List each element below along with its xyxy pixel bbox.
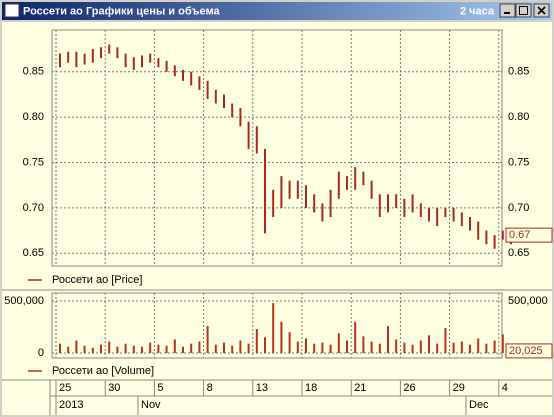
- y-tick-label: 0.80: [23, 111, 44, 123]
- y-tick-label-right: 0.70: [508, 202, 529, 214]
- app-icon: [4, 3, 20, 18]
- y-tick-label: 0.65: [23, 247, 44, 259]
- volume-bar: [337, 333, 340, 354]
- x-tick-label: 21: [354, 382, 366, 394]
- volume-bar: [436, 343, 439, 354]
- volume-bar: [157, 344, 160, 354]
- volume-bar: [370, 341, 373, 354]
- x-tick-label: 4: [502, 382, 508, 394]
- volume-bar: [493, 340, 496, 354]
- x-tick-label: 25: [59, 382, 71, 394]
- volume-bar: [387, 325, 389, 354]
- volume-bar: [288, 332, 291, 354]
- volume-bar: [239, 340, 242, 354]
- volume-bar: [411, 344, 414, 354]
- volume-bar: [100, 344, 102, 354]
- x-tick-label: 5: [157, 382, 163, 394]
- volume-bar: [108, 341, 111, 354]
- volume-bar: [354, 321, 357, 354]
- volume-bar: [313, 343, 316, 354]
- x-tick-label: 26: [403, 382, 415, 394]
- volume-plot: [51, 292, 503, 359]
- volume-bar: [346, 340, 348, 354]
- volume-bar: [321, 342, 324, 354]
- volume-bar: [206, 325, 209, 354]
- volume-bar: [91, 347, 94, 354]
- volume-bar: [83, 345, 86, 354]
- last-value-box: [505, 343, 553, 359]
- volume-bar: [460, 341, 463, 354]
- minimize-button[interactable]: [499, 3, 516, 18]
- y-tick-label: 0.85: [23, 66, 44, 78]
- volume-bar: [378, 343, 381, 354]
- legend-label: Россети ао [Price]: [52, 274, 142, 286]
- volume-bar: [149, 342, 152, 354]
- window-title: Россети ао Графики цены и объема: [23, 5, 220, 17]
- volume-bar: [223, 342, 225, 354]
- volume-bar: [255, 329, 258, 354]
- volume-bar: [477, 338, 480, 354]
- month-label: Dec: [469, 399, 489, 411]
- y-tick-label-right: 0.65: [508, 247, 529, 259]
- volume-bar: [395, 339, 398, 354]
- last-value-box: [505, 227, 553, 243]
- y-tick-label-right: 0.75: [508, 156, 529, 168]
- volume-bar: [403, 342, 406, 354]
- volume-bar: [124, 343, 127, 354]
- volume-bar: [296, 341, 299, 354]
- title-bar: [2, 2, 552, 20]
- month-label: Nov: [141, 399, 161, 411]
- price-plot: [51, 29, 503, 267]
- x-tick-label: 13: [256, 382, 268, 394]
- last-value-label: 0.67: [509, 229, 530, 241]
- volume-bar: [165, 345, 168, 354]
- interval[interactable]: 2 часа: [460, 5, 495, 17]
- volume-bar: [173, 339, 176, 354]
- x-tick-label: 18: [305, 382, 317, 394]
- volume-bar: [305, 338, 307, 354]
- volume-bar: [247, 343, 250, 354]
- y-tick-label-right: 500,000: [508, 295, 548, 307]
- volume-bar: [214, 344, 217, 354]
- volume-bar: [272, 303, 275, 354]
- volume-bar: [67, 346, 70, 354]
- volume-bar: [452, 342, 455, 354]
- y-tick-label: 0: [38, 347, 44, 359]
- y-tick-label: 500,000: [4, 295, 44, 307]
- volume-bar: [198, 341, 201, 354]
- x-tick-label: 30: [108, 382, 120, 394]
- volume-bar: [231, 345, 234, 354]
- legend-label: Россети ао [Volume]: [52, 365, 154, 377]
- volume-bar: [428, 335, 430, 354]
- maximize-button[interactable]: [515, 3, 532, 18]
- y-tick-label-right: 0.85: [508, 66, 529, 78]
- volume-bar: [501, 334, 504, 354]
- volume-bar: [141, 346, 143, 354]
- volume-bar: [329, 344, 332, 354]
- volume-bar: [419, 340, 422, 354]
- y-tick-label: 0.75: [23, 156, 44, 168]
- last-value-label: 20,025: [509, 345, 543, 357]
- volume-bar: [362, 336, 365, 354]
- volume-bar: [485, 343, 488, 354]
- y-tick-label: 0.70: [23, 202, 44, 214]
- volume-bar: [469, 344, 471, 354]
- volume-bar: [182, 346, 184, 354]
- volume-bar: [444, 328, 447, 354]
- volume-bar: [75, 340, 78, 354]
- x-tick-label: 29: [453, 382, 465, 394]
- volume-bar: [264, 337, 266, 354]
- window-buttons[interactable]: [499, 3, 550, 18]
- y-tick-label-right: 0.80: [508, 111, 529, 123]
- volume-bar: [116, 346, 119, 354]
- volume-bar: [132, 345, 135, 354]
- volume-bar: [190, 343, 193, 354]
- month-label: 2013: [59, 399, 83, 411]
- volume-bar: [280, 321, 283, 354]
- volume-bar: [59, 343, 61, 354]
- x-tick-label: 8: [207, 382, 213, 394]
